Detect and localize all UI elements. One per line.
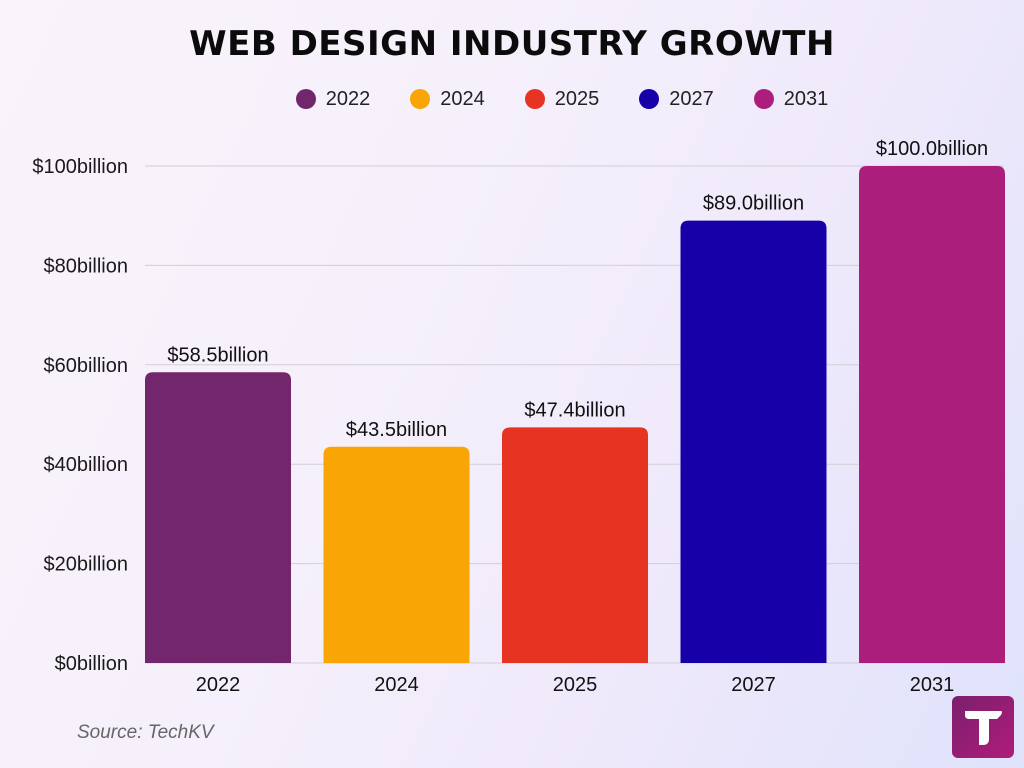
legend-swatch [753, 89, 774, 109]
bar-2022 [145, 372, 291, 663]
legend-swatch [295, 89, 316, 109]
legend-item-2024: 2024 [410, 88, 485, 111]
data-label: $47.4billion [524, 399, 625, 421]
techkv-logo-glyph [965, 711, 1002, 745]
legend-label: 2025 [554, 87, 600, 110]
legend-swatch [410, 89, 431, 109]
legend-item-2031: 2031 [753, 87, 829, 111]
bar-2031 [859, 166, 1005, 663]
legend-swatch [524, 89, 545, 109]
x-tick-label: 2025 [553, 674, 598, 696]
y-tick-label: $60billion [43, 355, 128, 377]
source-credit: Source: TechKV [77, 722, 214, 743]
legend-item-2022: 2022 [295, 87, 371, 111]
bar-2027 [680, 220, 827, 664]
legend-label: 2031 [783, 87, 829, 110]
legend-swatch [639, 89, 660, 109]
chart-title: WEB DESIGN INDUSTRY GROWTH [189, 24, 835, 64]
y-tick-label: $20billion [43, 554, 128, 576]
y-tick-label: $40billion [43, 454, 128, 476]
x-tick-label: 2031 [910, 674, 955, 696]
y-tick-label: $0billion [55, 653, 128, 675]
bar-2025 [502, 427, 648, 663]
x-tick-label: 2022 [196, 674, 241, 696]
y-tick-label: $80billion [43, 255, 128, 277]
x-tick-label: 2027 [731, 674, 776, 696]
legend-label: 2024 [440, 87, 485, 110]
data-label: $89.0billion [703, 193, 804, 215]
chart-legend: 2022 2024 2025 2027 2031 [262, 84, 862, 114]
y-tick-label: $100billion [32, 156, 128, 178]
legend-item-2027: 2027 [639, 88, 714, 111]
legend-label: 2022 [325, 87, 371, 110]
legend-label: 2027 [669, 87, 714, 110]
data-label: $58.5billion [167, 344, 268, 366]
legend-item-2025: 2025 [524, 87, 600, 111]
data-label: $43.5billion [346, 419, 447, 441]
bar-2024 [323, 446, 470, 663]
x-tick-label: 2024 [374, 674, 419, 696]
data-label: $100.0billion [876, 138, 988, 160]
techkv-logo-icon [952, 696, 1014, 758]
